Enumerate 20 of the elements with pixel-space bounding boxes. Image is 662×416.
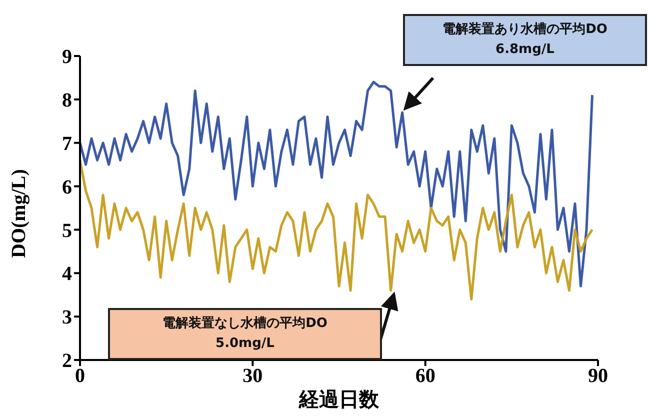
y-tick-label: 4 [62, 263, 72, 286]
y-tick-label: 8 [62, 90, 72, 112]
callout-box: 電解装置あり水槽の平均DO 6.8mg/L [403, 14, 647, 66]
x-axis-title: 経過日数 [298, 389, 380, 411]
annotation: 電解装置なし水槽の平均DO 5.0mg/L [162, 315, 328, 353]
x-tick-label: 30 [242, 365, 263, 388]
x-tick-label: 60 [415, 365, 436, 388]
y-tick-label: 7 [62, 132, 72, 155]
x-tick-label: 90 [588, 365, 608, 388]
line-series [80, 80, 594, 288]
x-tick-label: 0 [75, 365, 85, 388]
line-series [80, 158, 594, 300]
y-tick-label: 3 [62, 306, 72, 329]
y-tick-label: 9 [62, 46, 72, 68]
y-tick-label: 5 [62, 220, 72, 242]
callout-box: 電解装置なし水槽の平均DO 5.0mg/L [108, 308, 382, 360]
y-tick-label: 2 [62, 350, 72, 372]
y-tick-label: 6 [62, 176, 72, 198]
y-axis-title: DO(mg/L) [8, 169, 30, 258]
annotation: 電解装置あり水槽の平均DO 6.8mg/L [442, 21, 608, 59]
